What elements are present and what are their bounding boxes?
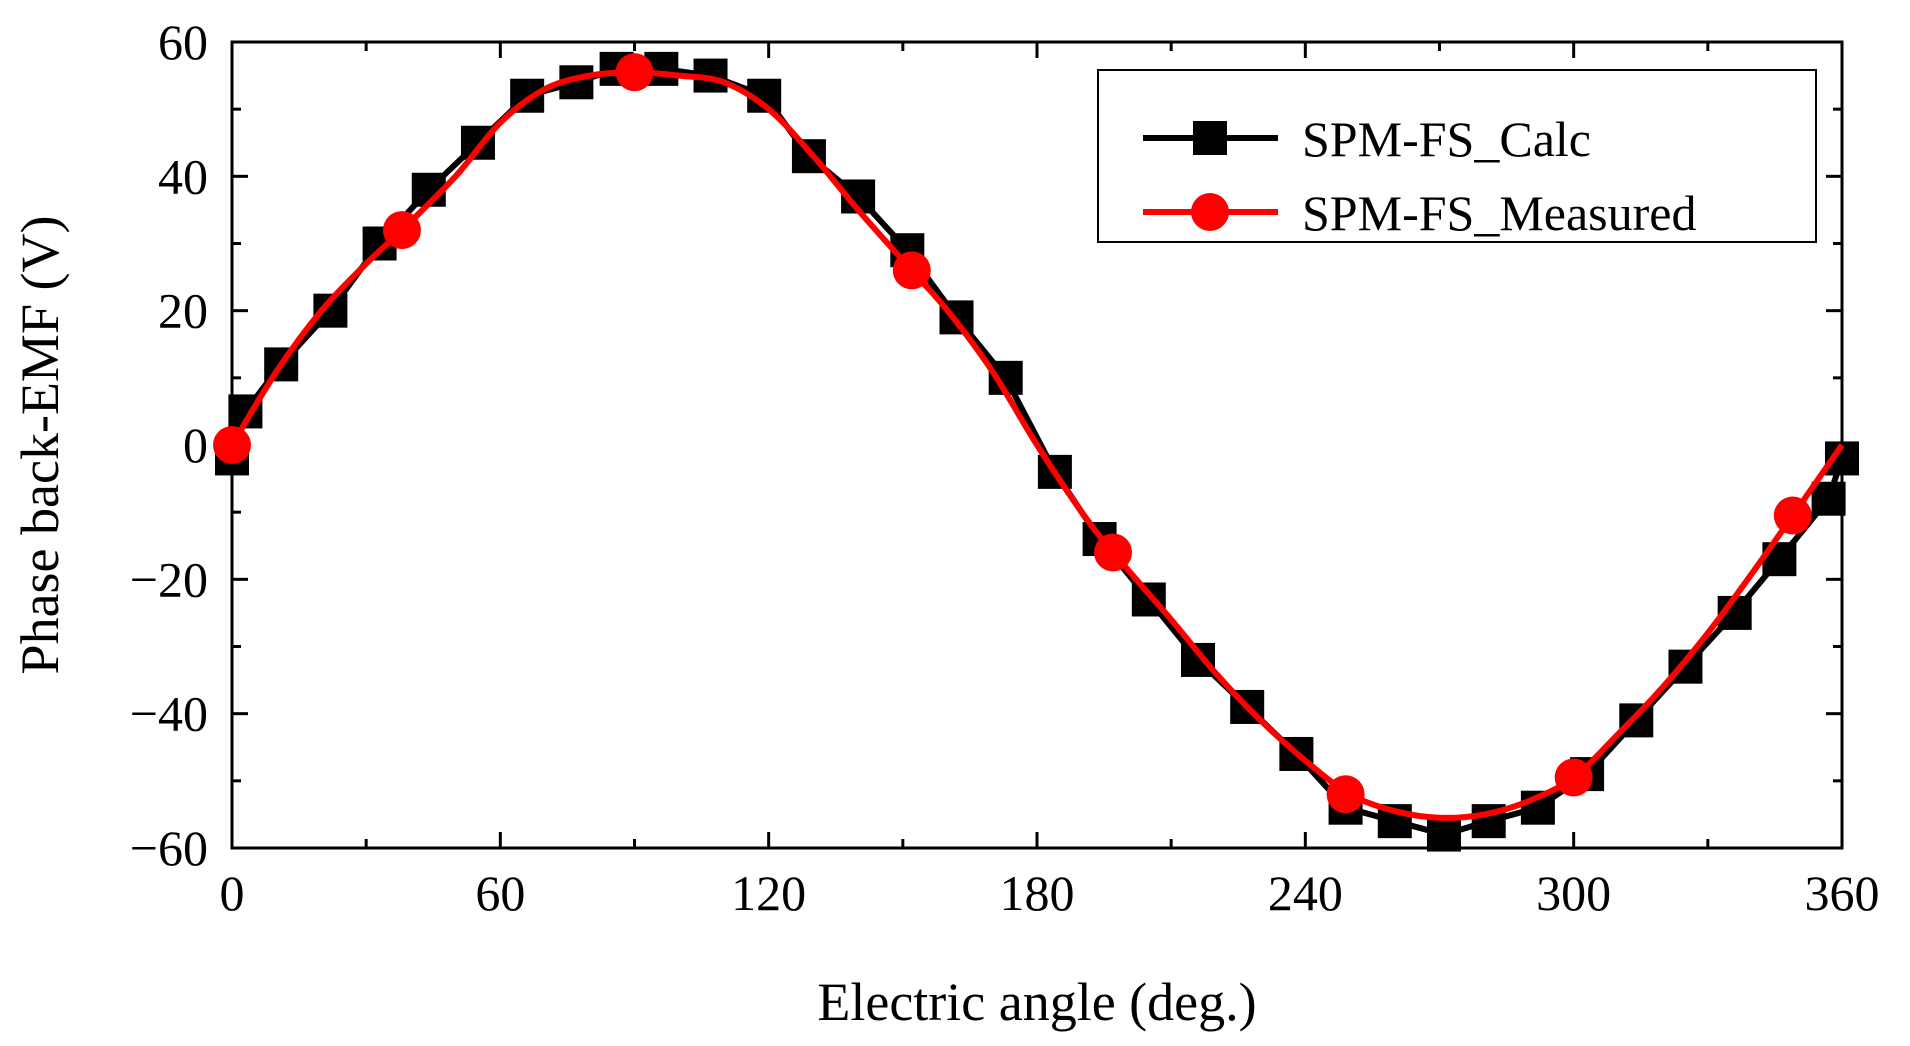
legend-marker-square xyxy=(1193,121,1227,155)
data-point-circle xyxy=(1094,533,1133,572)
series-layer xyxy=(213,51,1859,852)
data-point-circle xyxy=(382,211,421,250)
y-axis-label: Phase back-EMF (V) xyxy=(10,216,70,675)
axis-ticks xyxy=(230,40,1844,850)
data-point-square xyxy=(1811,481,1846,516)
legend-label-measured: SPM-FS_Measured xyxy=(1302,185,1696,241)
x-tick-label: 0 xyxy=(220,865,245,921)
y-tick-label: 40 xyxy=(158,148,208,204)
y-tick-label: −20 xyxy=(130,551,208,607)
data-point-circle xyxy=(1773,496,1812,535)
data-point-square xyxy=(1619,703,1654,738)
data-point-circle xyxy=(213,426,251,464)
data-point-circle xyxy=(892,251,931,290)
x-tick-label: 300 xyxy=(1536,865,1611,921)
series-spm-fs-calc xyxy=(215,51,1859,852)
axis-tick-labels: 0 60 120 180 240 300 360 60 40 20 0 −20 −40 −60 xyxy=(130,14,1880,921)
x-tick-label: 360 xyxy=(1805,865,1880,921)
x-axis-label: Electric angle (deg.) xyxy=(817,972,1256,1032)
y-tick-label: −40 xyxy=(130,686,208,742)
legend-label-calc: SPM-FS_Calc xyxy=(1302,111,1591,167)
y-tick-label: 60 xyxy=(158,14,208,70)
x-tick-label: 240 xyxy=(1268,865,1343,921)
y-tick-label: −60 xyxy=(130,820,208,876)
x-tick-label: 120 xyxy=(731,865,806,921)
y-tick-label: 20 xyxy=(158,283,208,339)
data-point-circle xyxy=(1326,775,1365,814)
x-tick-label: 60 xyxy=(475,865,525,921)
data-point-square xyxy=(1426,817,1461,852)
data-point-circle xyxy=(615,53,654,92)
x-tick-label: 180 xyxy=(1000,865,1075,921)
legend-marker-circle xyxy=(1191,193,1229,231)
legend: SPM-FS_Calc SPM-FS_Measured xyxy=(1097,69,1817,243)
series-spm-fs-measured xyxy=(213,53,1845,821)
data-point-circle xyxy=(1554,758,1593,797)
y-tick-label: 0 xyxy=(183,417,208,473)
